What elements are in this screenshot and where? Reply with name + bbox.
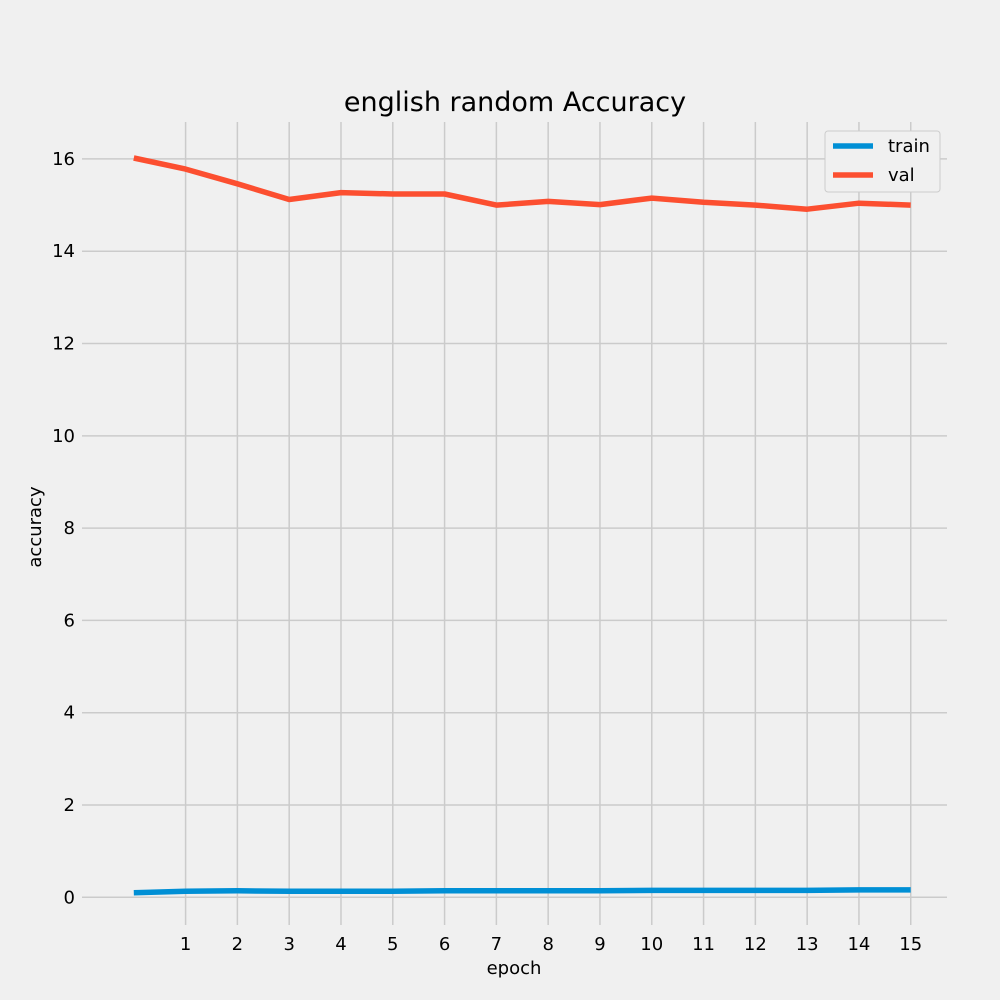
y-tick-label: 14 (52, 241, 75, 262)
x-tick-label: 7 (491, 934, 502, 955)
x-axis-label: epoch (487, 958, 542, 979)
y-tick-label: 12 (52, 334, 75, 355)
y-tick-label: 2 (64, 795, 75, 816)
y-tick-label: 0 (64, 887, 75, 908)
series-line-train (133, 887, 911, 896)
series-lines (133, 155, 911, 896)
x-tick-label: 5 (387, 934, 398, 955)
y-tick-label: 16 (52, 149, 75, 170)
series-line-val (133, 155, 911, 212)
legend: train val (824, 130, 941, 193)
x-tick-label: 14 (847, 934, 870, 955)
x-tick-label: 3 (283, 934, 294, 955)
grid-lines (82, 122, 947, 925)
y-axis-label: accuracy (25, 486, 46, 568)
x-tick-labels: 1 2 3 4 5 6 7 8 9 10 11 12 13 14 15 (180, 934, 922, 955)
chart-title: english random Accuracy (344, 87, 686, 118)
x-tick-label: 12 (744, 934, 767, 955)
x-tick-label: 9 (594, 934, 605, 955)
x-tick-label: 4 (335, 934, 346, 955)
x-tick-label: 10 (640, 934, 663, 955)
x-tick-label: 1 (180, 934, 191, 955)
y-tick-label: 10 (52, 426, 75, 447)
x-tick-label: 13 (796, 934, 819, 955)
legend-label-train: train (888, 136, 930, 157)
x-tick-label: 11 (692, 934, 715, 955)
x-tick-label: 8 (542, 934, 553, 955)
y-tick-label: 6 (64, 610, 75, 631)
legend-label-val: val (888, 165, 915, 186)
y-tick-label: 4 (64, 703, 75, 724)
x-tick-label: 6 (439, 934, 450, 955)
y-tick-labels: 0 2 4 6 8 10 12 14 16 (52, 149, 75, 908)
x-tick-label: 15 (899, 934, 922, 955)
x-tick-label: 2 (232, 934, 243, 955)
y-tick-label: 8 (64, 518, 75, 539)
